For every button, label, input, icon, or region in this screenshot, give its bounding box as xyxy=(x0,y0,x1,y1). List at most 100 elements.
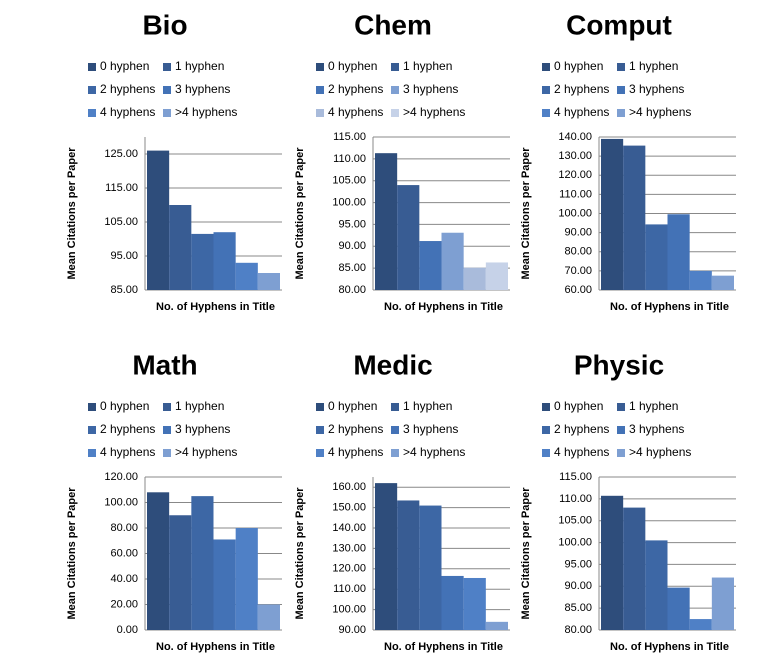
legend-label: 3 hyphens xyxy=(175,422,230,436)
legend-label: 1 hyphen xyxy=(175,399,224,413)
bar xyxy=(235,262,258,290)
legend-swatch xyxy=(163,426,171,434)
legend-label: 0 hyphen xyxy=(100,399,149,413)
legend-swatch xyxy=(163,86,171,94)
y-tick-label: 120.00 xyxy=(558,169,592,181)
y-tick-label: 85.00 xyxy=(110,284,138,296)
legend-label: 1 hyphen xyxy=(175,59,224,73)
y-tick-label: 40.00 xyxy=(110,573,138,585)
y-tick-label: 80.00 xyxy=(564,246,592,258)
legend-swatch xyxy=(163,403,171,411)
legend-swatch xyxy=(617,426,625,434)
legend-label: 4 hyphens xyxy=(328,445,383,459)
legend-label: 4 hyphens xyxy=(554,445,609,459)
bar xyxy=(441,232,464,290)
bar xyxy=(147,150,170,290)
chart-panel: Comput 0 hyphen 1 hyphen 2 hyphens 3 hyphens… xyxy=(520,9,736,313)
y-axis-label: Mean Citations per Paper xyxy=(294,487,306,620)
chart-title: Chem xyxy=(354,9,432,40)
y-tick-label: 140.00 xyxy=(332,522,366,534)
legend-label: 2 hyphens xyxy=(100,422,155,436)
y-tick-label: 60.00 xyxy=(110,547,138,559)
y-tick-label: 120.00 xyxy=(104,471,138,483)
y-tick-label: 140.00 xyxy=(558,131,592,143)
legend-swatch xyxy=(88,109,96,117)
y-tick-label: 95.00 xyxy=(564,558,592,570)
legend-label: 3 hyphens xyxy=(175,82,230,96)
bar xyxy=(397,500,420,630)
bar xyxy=(419,241,442,290)
y-tick-label: 110.00 xyxy=(333,153,366,165)
chart-panel: Bio 0 hyphen 1 hyphen 2 hyphens 3 hyphens 4 h… xyxy=(66,9,282,313)
bar xyxy=(623,507,646,630)
bar xyxy=(213,539,236,630)
legend-swatch xyxy=(316,63,324,71)
legend-label: 3 hyphens xyxy=(629,422,684,436)
legend-swatch xyxy=(88,63,96,71)
y-tick-label: 125.00 xyxy=(104,148,138,160)
legend-swatch xyxy=(316,426,324,434)
bar xyxy=(375,153,398,290)
legend-label: 1 hyphen xyxy=(629,399,678,413)
legend-swatch xyxy=(542,63,550,71)
legend-swatch xyxy=(316,109,324,117)
legend-label: 2 hyphens xyxy=(328,422,383,436)
legend-swatch xyxy=(391,449,399,457)
bar xyxy=(667,214,690,290)
bar xyxy=(485,262,508,290)
bar xyxy=(441,575,464,630)
bar xyxy=(213,232,236,290)
y-tick-label: 80.00 xyxy=(110,522,138,534)
y-tick-label: 100.00 xyxy=(558,536,592,548)
chart-title: Medic xyxy=(353,349,432,380)
bar xyxy=(191,233,214,290)
bar xyxy=(419,505,442,630)
y-tick-label: 90.00 xyxy=(564,227,592,239)
y-tick-label: 130.00 xyxy=(332,542,366,554)
legend-label: >4 hyphens xyxy=(629,105,691,119)
legend-label: 1 hyphen xyxy=(403,399,452,413)
legend-swatch xyxy=(617,86,625,94)
legend-label: >4 hyphens xyxy=(629,445,691,459)
y-tick-label: 90.00 xyxy=(564,580,592,592)
legend-label: 0 hyphen xyxy=(554,59,603,73)
legend-label: 0 hyphen xyxy=(554,399,603,413)
legend-swatch xyxy=(88,403,96,411)
bar xyxy=(711,275,734,290)
legend-swatch xyxy=(316,86,324,94)
bar xyxy=(485,621,508,630)
y-axis-label: Mean Citations per Paper xyxy=(520,487,532,620)
y-axis-label: Mean Citations per Paper xyxy=(520,147,532,280)
bar xyxy=(257,273,280,290)
bar xyxy=(645,224,668,290)
legend-swatch xyxy=(88,426,96,434)
legend-swatch xyxy=(391,86,399,94)
bar xyxy=(689,619,712,630)
x-axis-label: No. of Hyphens in Title xyxy=(610,301,729,313)
legend-swatch xyxy=(391,426,399,434)
y-tick-label: 115.00 xyxy=(559,471,592,483)
legend-label: 4 hyphens xyxy=(554,105,609,119)
legend-swatch xyxy=(163,449,171,457)
legend-label: >4 hyphens xyxy=(403,445,465,459)
bar xyxy=(711,577,734,630)
legend-label: >4 hyphens xyxy=(175,445,237,459)
legend-swatch xyxy=(542,109,550,117)
bar xyxy=(667,587,690,630)
y-tick-label: 95.00 xyxy=(338,218,366,230)
y-tick-label: 85.00 xyxy=(338,262,366,274)
chart-title: Comput xyxy=(566,9,672,40)
bar xyxy=(463,577,486,630)
bar xyxy=(169,205,192,290)
legend-label: 0 hyphen xyxy=(328,399,377,413)
y-tick-label: 105.00 xyxy=(558,515,592,527)
y-tick-label: 85.00 xyxy=(564,602,592,614)
legend-label: 2 hyphens xyxy=(554,82,609,96)
legend-label: 2 hyphens xyxy=(100,82,155,96)
y-tick-label: 160.00 xyxy=(332,481,366,493)
legend-swatch xyxy=(163,63,171,71)
y-axis-label: Mean Citations per Paper xyxy=(66,487,78,620)
y-tick-label: 105.00 xyxy=(332,175,366,187)
bar xyxy=(235,528,258,630)
